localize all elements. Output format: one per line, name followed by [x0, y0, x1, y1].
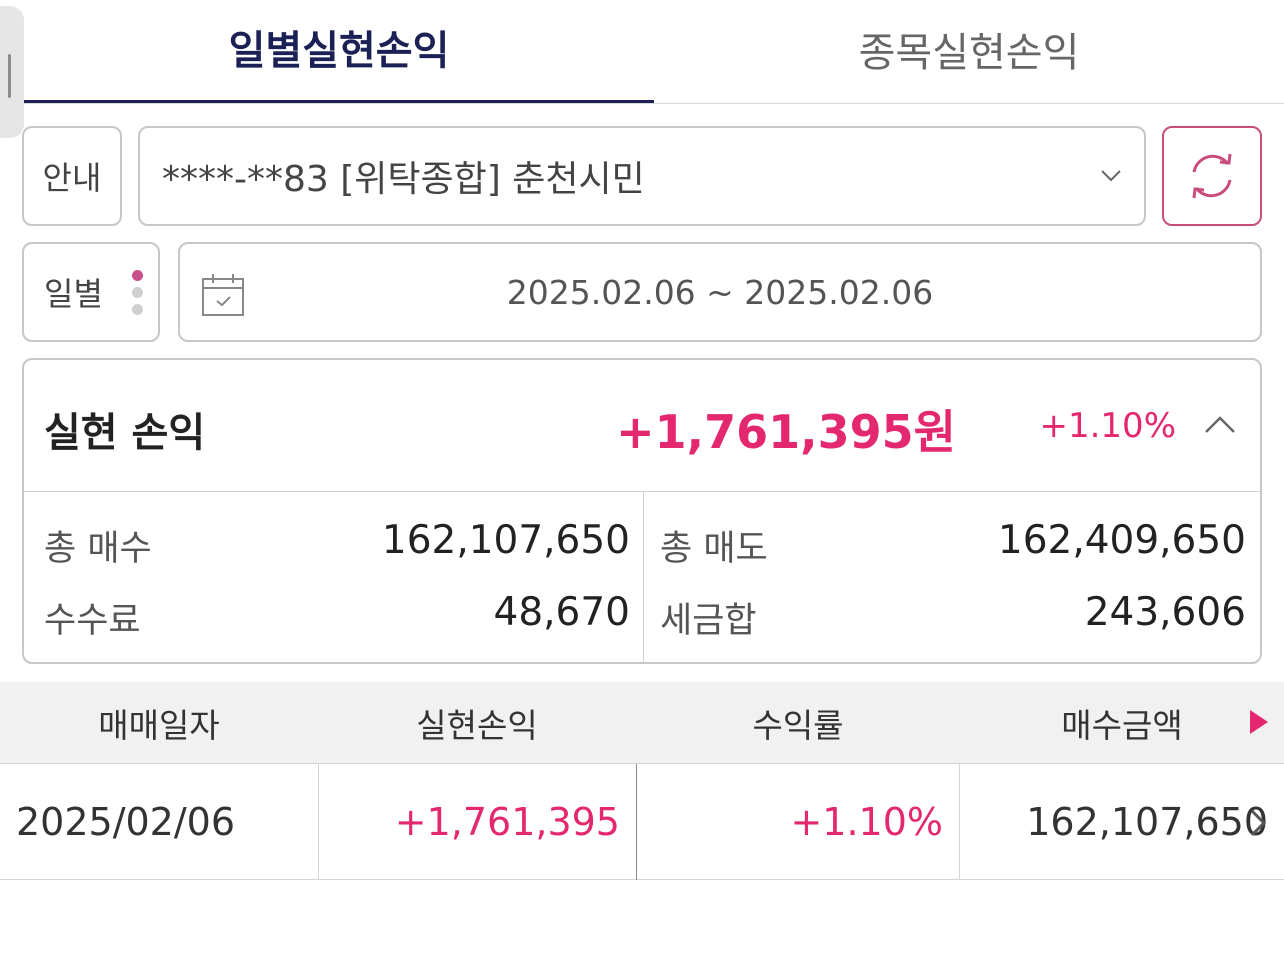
column-header-realized-pnl[interactable]: 실현손익	[416, 706, 538, 745]
period-mode-label: 일별	[44, 275, 103, 313]
tax-label: 세금합	[660, 601, 757, 641]
summary-header[interactable]: 실현 손익 +1,761,395원 +1.10%	[24, 360, 1260, 492]
triangle-right-icon[interactable]	[1248, 708, 1270, 736]
summary-stats: 총 매수 162,107,650 총 매도 162,409,650 수수료 48…	[24, 492, 1260, 662]
refresh-button[interactable]	[1162, 126, 1262, 226]
period-mode-indicator	[132, 270, 144, 321]
realized-pnl-summary: 실현 손익 +1,761,395원 +1.10% 총 매수 162,107,65…	[22, 358, 1262, 664]
account-select[interactable]: ****-**83 [위탁종합] 춘천시민	[138, 126, 1146, 226]
column-header-buy-amount[interactable]: 매수금액	[1061, 706, 1183, 745]
tax-value: 243,606	[1084, 590, 1246, 635]
summary-rate: +1.10%	[1039, 406, 1177, 446]
row-return-rate: +1.10%	[637, 764, 960, 880]
row-realized-pnl: +1,761,395	[319, 764, 637, 880]
table-row[interactable]: 2025/02/06 +1,761,395 +1.10% 162,107,650	[0, 764, 1284, 880]
account-select-value: ****-**83 [위탁종합] 춘천시민	[162, 159, 645, 200]
fee-value: 48,670	[493, 590, 630, 635]
fee-label: 수수료	[44, 601, 141, 641]
column-header-return-rate[interactable]: 수익률	[752, 706, 844, 745]
chevron-down-icon	[1101, 170, 1121, 182]
tab-stock-realized-pnl[interactable]: 종목실현손익	[858, 29, 1080, 76]
chevron-right-icon[interactable]	[1248, 808, 1268, 838]
guide-button[interactable]: 안내	[22, 126, 122, 226]
column-header-trade-date[interactable]: 매매일자	[98, 706, 220, 745]
tab-daily-realized-pnl[interactable]: 일별실현손익	[24, 0, 654, 103]
total-sell-value: 162,409,650	[997, 518, 1246, 563]
period-mode-button[interactable]: 일별	[22, 242, 160, 342]
total-buy-value: 162,107,650	[381, 518, 630, 563]
row-buy-amount: 162,107,650	[1026, 800, 1268, 844]
date-range-value: 2025.02.06 ~ 2025.02.06	[506, 272, 934, 312]
total-sell-label: 총 매도	[660, 529, 768, 569]
side-drawer-handle[interactable]	[0, 6, 24, 138]
table-header: 매매일자 실현손익 수익률 매수금액	[0, 682, 1284, 764]
date-range-field[interactable]: 2025.02.06 ~ 2025.02.06	[178, 242, 1262, 342]
summary-title: 실현 손익	[44, 410, 206, 456]
summary-divider	[643, 492, 644, 662]
row-trade-date: 2025/02/06	[0, 764, 319, 880]
total-buy-label: 총 매수	[44, 529, 152, 569]
refresh-icon	[1192, 153, 1232, 199]
chevron-up-icon[interactable]	[1202, 410, 1238, 440]
summary-amount: +1,761,395원	[616, 405, 956, 459]
handle-grip	[8, 54, 11, 98]
calendar-icon	[202, 274, 244, 316]
tab-bar: 일별실현손익 종목실현손익	[0, 0, 1284, 104]
